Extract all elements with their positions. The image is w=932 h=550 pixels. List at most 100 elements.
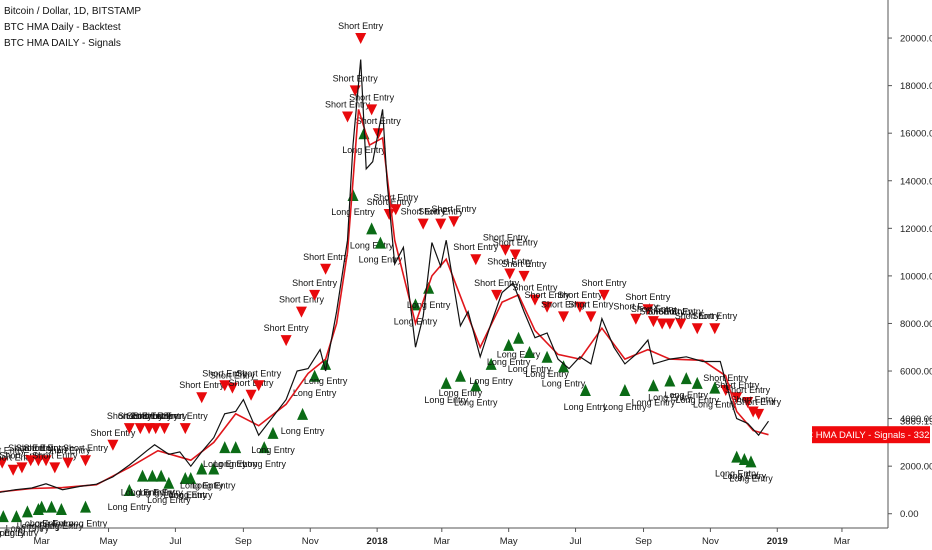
long-entry-marker — [146, 469, 158, 482]
short-entry-marker — [691, 323, 703, 335]
short-entry-label: Short Entry — [163, 411, 209, 421]
long-entry-marker — [55, 502, 67, 515]
short-entry-label: Short Entry — [725, 385, 771, 395]
short-entry-label: Short Entry — [292, 278, 338, 288]
short-entry-label: Short Entry — [714, 380, 760, 390]
x-tick-label: Jul — [569, 536, 581, 547]
short-entry-marker — [342, 111, 354, 123]
long-entry-label: Long Entry — [525, 369, 569, 379]
long-entry-marker — [503, 338, 515, 351]
long-entry-label: Long Entry — [454, 397, 498, 407]
long-entry-marker — [320, 357, 332, 370]
short-entry-label: Short Entry — [229, 378, 275, 388]
long-entry-marker — [366, 222, 378, 235]
y-tick-label: 2000.00 — [900, 462, 932, 473]
y-tick-label: 16000.00 — [900, 129, 932, 140]
short-entry-marker — [320, 263, 332, 275]
short-entry-marker — [150, 423, 162, 435]
long-entry-marker — [10, 510, 22, 523]
short-entry-marker — [309, 289, 321, 301]
long-entry-marker — [731, 450, 743, 463]
short-entry-marker — [25, 455, 37, 467]
long-entry-label: Long Entry — [603, 402, 647, 412]
short-entry-marker — [245, 389, 257, 401]
x-axis[interactable]: Mar May Jul Sep Nov 2018 Mar May Jul Sep Nov 2019 Ma… — [33, 528, 850, 547]
long-entry-marker — [454, 369, 466, 382]
long-entry-label: Long Entry — [20, 519, 64, 529]
short-entry-label: Short Entry — [582, 278, 628, 288]
long-entry-marker — [680, 372, 692, 385]
y-axis[interactable]: 0.00 2000.00 4000.00 6000.00 8000.00 10000.00… — [888, 34, 932, 521]
short-entry-label: Short Entry — [512, 283, 558, 293]
long-entry-label: Long Entry — [30, 519, 74, 529]
long-entry-marker — [579, 384, 591, 397]
long-entry-label: Long Entry — [108, 502, 152, 512]
short-entry-label: Short Entry — [118, 411, 164, 421]
short-entry-marker — [630, 313, 642, 325]
long-entry-marker — [46, 500, 58, 513]
short-entry-marker — [435, 218, 447, 230]
y-tick-label: 10000.00 — [900, 271, 932, 282]
short-entry-marker — [40, 455, 52, 467]
long-entry-marker — [36, 500, 48, 513]
short-entry-label: Short Entry — [63, 443, 109, 453]
short-entry-label: Short Entry — [0, 453, 36, 463]
long-entry-marker — [0, 510, 9, 523]
long-entry-label: Long Entry — [675, 395, 719, 405]
short-entry-marker — [448, 216, 460, 228]
long-entry-label: Long Entry — [304, 376, 348, 386]
short-entry-label: Short Entry — [401, 207, 447, 217]
long-entry-label: Long Entry — [214, 459, 258, 469]
x-tick-label: Mar — [834, 536, 850, 547]
x-tick-label: Sep — [635, 536, 652, 547]
long-entry-marker — [219, 441, 231, 454]
short-entry-marker — [742, 396, 754, 408]
short-entry-marker — [16, 462, 28, 474]
short-entry-marker — [709, 323, 721, 335]
x-tick-label: Sep — [235, 536, 252, 547]
y-tick-label: 8000.00 — [900, 319, 932, 330]
short-entry-marker — [134, 423, 146, 435]
long-entry-marker — [258, 441, 270, 454]
long-entry-marker — [485, 357, 497, 370]
short-entry-label: Short Entry — [631, 304, 677, 314]
long-entry-label: Long Entry — [497, 350, 541, 360]
legend-study-backtest[interactable]: BTC HMA Daily - Backtest — [4, 22, 121, 33]
x-tick-label: Nov — [302, 536, 319, 547]
y-tick-label: 18000.00 — [900, 81, 932, 92]
short-entry-marker — [642, 304, 654, 316]
short-entry-marker — [753, 408, 765, 420]
long-entry-marker — [137, 469, 149, 482]
short-entry-label: Short Entry — [647, 306, 693, 316]
short-entry-marker — [7, 464, 19, 476]
short-entry-label: Short Entry — [373, 192, 419, 202]
long-entry-label: Long Entry — [439, 388, 483, 398]
short-entry-marker — [585, 311, 597, 323]
short-entry-marker — [80, 455, 92, 467]
long-entry-label: Long Entry — [648, 393, 692, 403]
series-lines — [0, 59, 769, 493]
long-entry-label: Long Entry — [508, 364, 552, 374]
short-entry-label: Short Entry — [625, 292, 671, 302]
long-entry-label: Long Entry — [0, 528, 39, 538]
short-entry-marker — [598, 289, 610, 301]
long-entry-label: Long Entry — [469, 376, 513, 386]
long-entry-label: Long Entry — [0, 528, 26, 538]
short-entry-marker — [675, 318, 687, 330]
short-entry-marker — [355, 33, 367, 45]
legend-study-signals[interactable]: BTC HMA DAILY - Signals — [4, 38, 121, 49]
short-entry-marker — [731, 392, 743, 404]
legend-symbol[interactable]: Bitcoin / Dollar, 1D, BITSTAMP — [4, 6, 142, 17]
long-entry-marker — [80, 500, 92, 513]
short-entry-marker — [62, 457, 74, 469]
short-entry-label: Short Entry — [32, 450, 78, 460]
long-entry-label: Long Entry — [564, 402, 608, 412]
short-entry-marker — [158, 423, 170, 435]
long-entry-marker — [208, 462, 220, 475]
short-entry-label: Short Entry — [431, 204, 477, 214]
x-tick-label: Mar — [33, 536, 49, 547]
short-entry-marker — [470, 254, 482, 266]
long-entry-marker — [513, 331, 525, 344]
short-entry-label: Short Entry — [107, 411, 153, 421]
